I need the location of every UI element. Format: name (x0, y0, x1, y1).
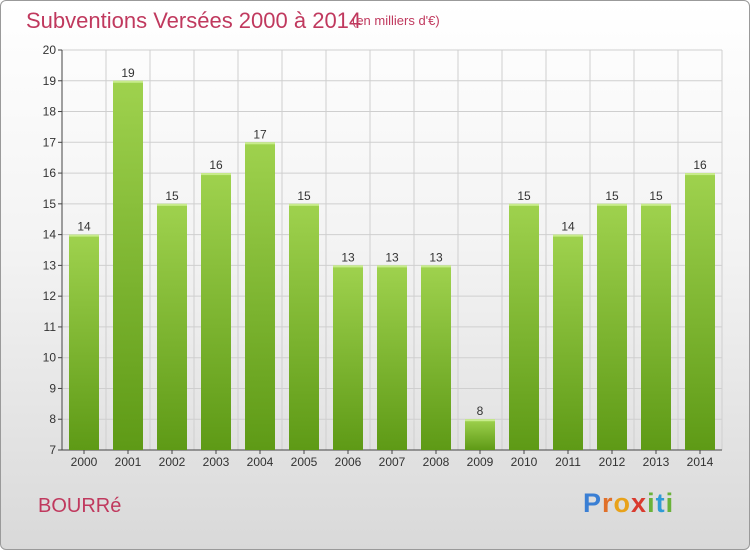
x-tick-label: 2004 (247, 455, 274, 469)
bar-value-label: 13 (341, 250, 355, 264)
bar (289, 203, 319, 450)
bar-top-edge (289, 203, 319, 206)
x-tick-label: 2000 (71, 455, 98, 469)
x-tick-label: 2003 (203, 455, 230, 469)
x-tick-label: 2001 (115, 455, 142, 469)
y-tick-label: 7 (49, 443, 56, 457)
x-tick-label: 2011 (555, 455, 581, 469)
y-tick-label: 8 (49, 412, 56, 426)
bar (157, 203, 187, 450)
bar-value-label: 16 (209, 158, 223, 172)
x-tick-label: 2007 (379, 455, 406, 469)
bar-value-label: 19 (121, 66, 135, 80)
y-tick-label: 17 (43, 135, 57, 149)
bar (377, 265, 407, 450)
y-tick-label: 18 (43, 105, 57, 119)
y-tick-label: 13 (43, 258, 57, 272)
y-tick-label: 20 (43, 43, 57, 57)
x-tick-label: 2013 (643, 455, 670, 469)
bar-value-label: 14 (77, 220, 91, 234)
x-tick-label: 2009 (467, 455, 494, 469)
bar (597, 203, 627, 450)
bar-value-label: 13 (385, 250, 399, 264)
bar (69, 234, 99, 450)
bar (201, 173, 231, 451)
x-tick-label: 2006 (335, 455, 362, 469)
bar (245, 142, 275, 451)
x-tick-label: 2002 (159, 455, 186, 469)
bar-top-edge (69, 234, 99, 237)
proxiti-logo: Proxiti (583, 488, 675, 518)
bar-top-edge (201, 173, 231, 176)
bar-value-label: 15 (649, 189, 663, 203)
x-tick-label: 2008 (423, 455, 450, 469)
y-tick-label: 11 (44, 320, 57, 334)
bar-top-edge (421, 265, 451, 268)
bar (509, 203, 539, 450)
y-tick-label: 10 (43, 351, 57, 365)
bar-top-edge (377, 265, 407, 268)
bar-value-label: 15 (605, 189, 619, 203)
chart-subtitle: (en milliers d'€) (352, 13, 440, 28)
bar-value-label: 15 (517, 189, 531, 203)
bar-top-edge (553, 234, 583, 237)
bar-value-label: 16 (693, 158, 707, 172)
bar-top-edge (157, 203, 187, 206)
bar-top-edge (333, 265, 363, 268)
y-tick-label: 12 (43, 289, 57, 303)
y-tick-label: 9 (49, 381, 56, 395)
bar-value-label: 14 (561, 220, 575, 234)
x-tick-label: 2005 (291, 455, 318, 469)
bar (333, 265, 363, 450)
y-tick-label: 16 (43, 166, 57, 180)
bar-value-label: 15 (165, 189, 179, 203)
bars (69, 80, 715, 451)
bar-value-label: 8 (477, 404, 484, 418)
y-tick-label: 19 (43, 74, 57, 88)
bar-top-edge (641, 203, 671, 206)
y-tick-label: 15 (43, 197, 57, 211)
bar (553, 234, 583, 450)
bar-top-edge (597, 203, 627, 206)
bar-top-edge (509, 203, 539, 206)
x-tick-label: 2010 (511, 455, 538, 469)
y-tick-label: 14 (43, 228, 57, 242)
bar (685, 173, 715, 451)
bar-value-label: 15 (297, 189, 311, 203)
bar (421, 265, 451, 450)
bar (641, 203, 671, 450)
commune-name: BOURRé (38, 495, 122, 517)
bar-top-edge (113, 80, 143, 83)
chart-title: Subventions Versées 2000 à 2014 (26, 8, 362, 33)
x-tick-label: 2012 (599, 455, 626, 469)
x-tick-label: 2014 (687, 455, 714, 469)
bar (465, 419, 495, 450)
bar-value-label: 17 (253, 127, 267, 141)
bar-value-label: 13 (429, 250, 443, 264)
bar-top-edge (245, 142, 275, 145)
labels: 7891011121314151617181920142000192001152… (43, 43, 714, 469)
bar-top-edge (465, 419, 495, 422)
bar (113, 80, 143, 451)
bar-top-edge (685, 173, 715, 176)
